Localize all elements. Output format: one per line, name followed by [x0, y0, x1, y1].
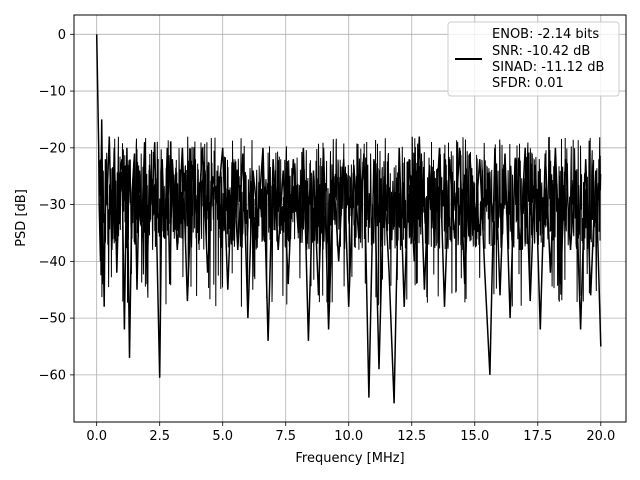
- legend-box: [447, 21, 620, 97]
- legend-entry-sfdr: SFDR: 0.01: [492, 76, 564, 91]
- legend: ENOB: -2.14 bits SNR: -10.42 dB SINAD: -…: [447, 21, 620, 97]
- legend-entry-sinad: SINAD: -11.12 dB: [492, 60, 604, 75]
- x-tick-label: 15.0: [460, 429, 489, 444]
- y-tick-label: −30: [39, 198, 66, 213]
- x-tick-label: 7.5: [275, 429, 296, 444]
- y-axis-label: PSD [dB]: [14, 189, 29, 247]
- y-tick-label: −60: [39, 368, 66, 383]
- legend-entry-enob: ENOB: -2.14 bits: [492, 27, 599, 42]
- x-tick-label: 0.0: [86, 429, 107, 444]
- y-tick-label: −10: [39, 85, 66, 100]
- x-tick-label: 20.0: [586, 429, 615, 444]
- series-layer: [95, 34, 602, 404]
- legend-entry-snr: SNR: -10.42 dB: [492, 44, 590, 59]
- x-tick-label: 2.5: [149, 429, 170, 444]
- x-tick-label: 17.5: [523, 429, 552, 444]
- y-tick-label: −20: [39, 141, 66, 156]
- x-axis-label: Frequency [MHz]: [295, 451, 404, 466]
- plot-frame: [73, 14, 627, 423]
- x-tick-label: 10.0: [334, 429, 363, 444]
- x-tick-label: 12.5: [397, 429, 426, 444]
- y-tick-label: −50: [39, 312, 66, 327]
- series-line-psd: [95, 34, 602, 404]
- x-tick-label: 5.0: [212, 429, 233, 444]
- y-tick-label: 0: [58, 28, 66, 43]
- y-axis-ticks: 0 −10 −20 −30 −40 −50 −60: [39, 28, 74, 383]
- y-tick-label: −40: [39, 255, 66, 270]
- x-axis-ticks: 0.0 2.5 5.0 7.5 10.0 12.5 15.0 17.5 20.0: [86, 422, 615, 444]
